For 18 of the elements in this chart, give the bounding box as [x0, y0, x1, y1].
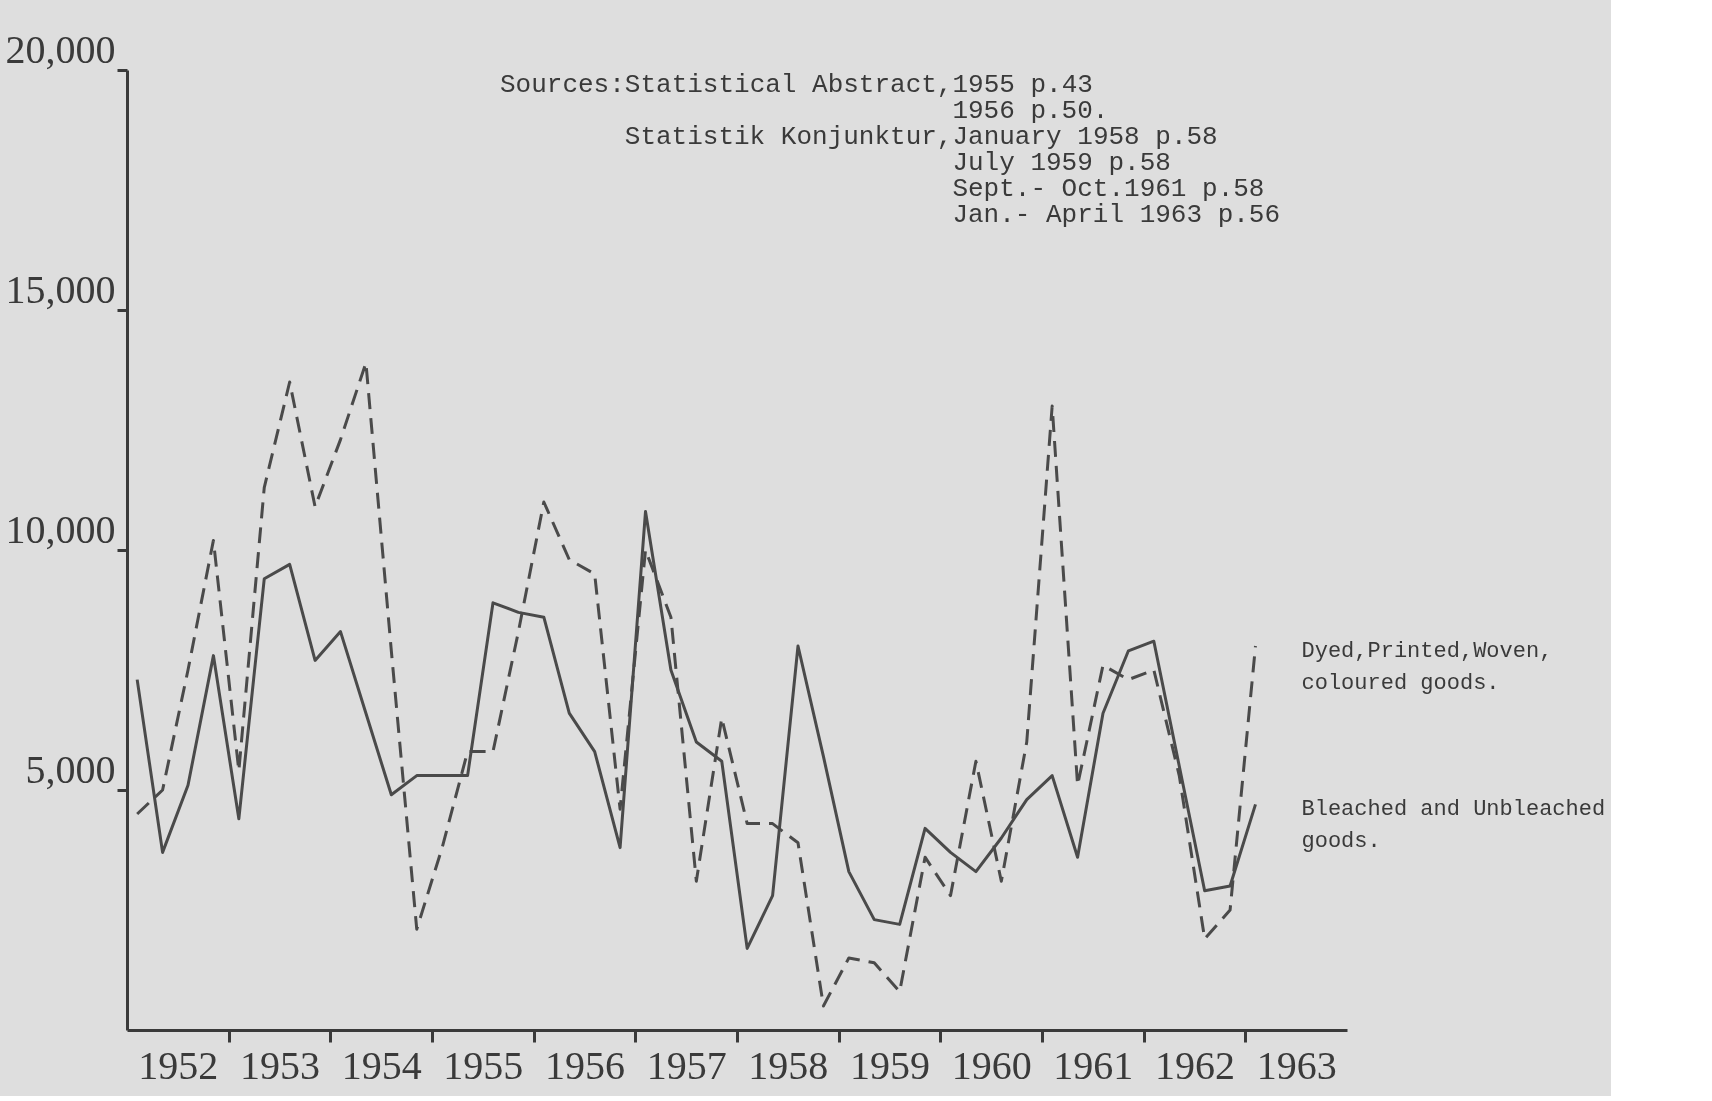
- x-tick-label: 1957: [646, 1042, 727, 1088]
- x-tick-label: 1961: [1053, 1042, 1134, 1088]
- text: Bleached and Unbleached goods.: [1301, 797, 1606, 855]
- text: Dyed,Printed,Woven, coloured goods.: [1301, 639, 1553, 696]
- x-tick-label: 1963: [1256, 1042, 1337, 1088]
- x-tick-label: 1962: [1155, 1042, 1235, 1088]
- y-tick-label: 20,000: [5, 26, 116, 72]
- y-tick-label: 10,000: [5, 506, 116, 552]
- x-tick-label: 1960: [951, 1042, 1032, 1088]
- x-tick-label: 1952: [138, 1042, 219, 1088]
- x-tick-label: 1959: [850, 1042, 930, 1088]
- x-tick-label: 1955: [443, 1042, 524, 1088]
- x-tick-label: 1956: [545, 1042, 625, 1088]
- x-tick-label: 1953: [240, 1042, 320, 1088]
- y-tick-label: 5,000: [25, 746, 116, 792]
- y-tick-label: 15,000: [5, 266, 116, 312]
- x-tick-label: 1958: [748, 1042, 829, 1088]
- x-tick-label: 1954: [341, 1042, 422, 1088]
